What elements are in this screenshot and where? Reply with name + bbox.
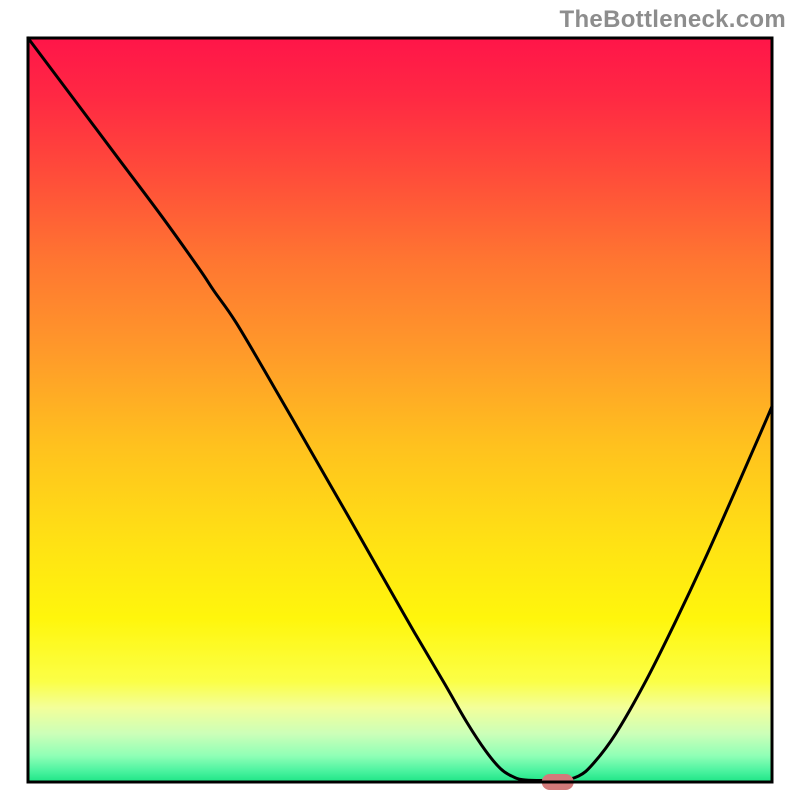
watermark-text: TheBottleneck.com: [560, 6, 786, 34]
chart-canvas: [0, 0, 800, 800]
chart-root: TheBottleneck.com: [0, 0, 800, 800]
plot-background: [28, 38, 772, 782]
